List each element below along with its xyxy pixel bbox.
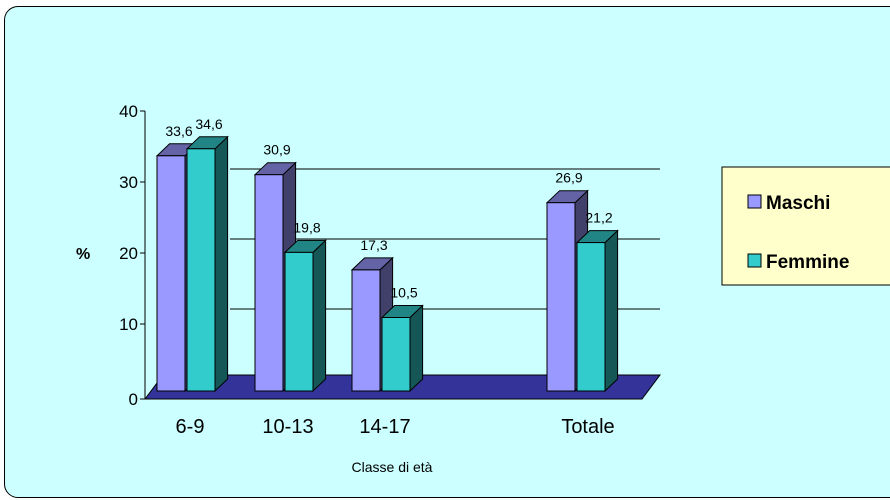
bar-femmine-14-17	[380, 304, 424, 393]
data-label: 17,3	[360, 237, 387, 253]
data-label: 30,9	[263, 142, 290, 158]
x-tick-label: 14-17	[359, 416, 410, 438]
legend-label-maschi: Maschi	[766, 193, 830, 214]
y-tick-label: 0	[129, 390, 138, 409]
bar-femmine-totale	[575, 229, 619, 393]
legend-swatch-maschi	[747, 194, 762, 209]
y-tick-label: 10	[119, 315, 138, 334]
x-axis-title: Classe di età	[352, 459, 433, 475]
bar-front	[546, 202, 576, 392]
data-label: 34,6	[195, 116, 222, 132]
bars	[155, 135, 619, 393]
bar-side	[604, 229, 619, 393]
data-label: 33,6	[165, 123, 192, 139]
x-tick-label: Totale	[561, 416, 614, 438]
y-tick-label: 20	[119, 244, 138, 263]
legend: Maschi Femmine	[721, 166, 890, 286]
y-tick-label: 40	[119, 102, 138, 121]
bar-front	[186, 148, 216, 392]
bar-front	[381, 317, 411, 392]
bar-femmine-6-9	[185, 135, 229, 393]
y-axis-title: %	[76, 246, 90, 263]
bar-front	[576, 242, 606, 392]
y-tick-label: 30	[119, 173, 138, 192]
bar-side	[409, 304, 424, 393]
bar-front	[156, 155, 186, 392]
data-labels: 33,6 34,6 6-9 30,9 19,8 10-13 17,3 10,5 14-17 26,…	[165, 116, 614, 438]
bar-front	[351, 269, 381, 392]
data-label: 10,5	[390, 285, 417, 301]
data-label: 26,9	[555, 170, 582, 186]
x-tick-label: 6-9	[176, 416, 205, 438]
data-label: 21,2	[585, 210, 612, 226]
bar-side	[312, 239, 327, 393]
bar-front	[254, 174, 284, 392]
bar-maschi-14-17	[350, 256, 394, 393]
legend-label-femmine: Femmine	[766, 252, 849, 273]
bar-side	[214, 135, 229, 393]
bar-femmine-10-13	[283, 239, 327, 393]
bar-front	[284, 251, 314, 392]
y-axis: 0 10 20 30 40	[119, 102, 151, 409]
data-label: 19,8	[293, 219, 320, 235]
legend-swatch-femmine	[747, 253, 762, 268]
x-tick-label: 10-13	[262, 416, 313, 438]
